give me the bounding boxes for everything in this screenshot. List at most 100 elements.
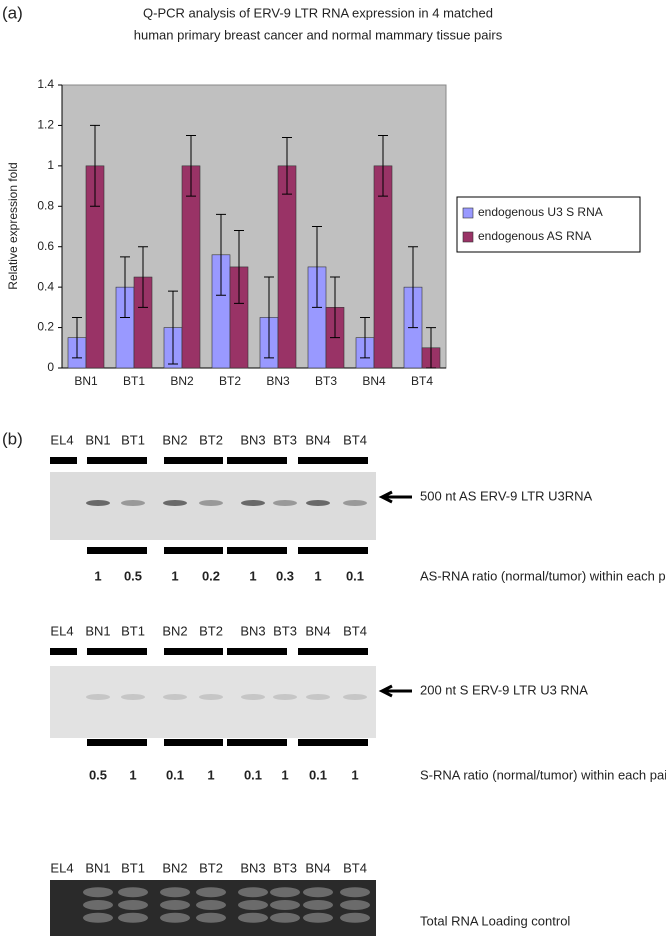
band-label: 200 nt S ERV-9 LTR U3 RNA	[420, 682, 588, 697]
band	[343, 500, 367, 506]
band	[270, 900, 300, 910]
panel-label: (b)	[2, 429, 23, 448]
band	[118, 900, 148, 910]
legend-swatch	[462, 207, 474, 219]
x-tick-label: BT3	[315, 374, 337, 388]
band	[160, 887, 190, 898]
lane-bar	[227, 547, 287, 554]
band	[83, 912, 113, 923]
legend-label: endogenous U3 S RNA	[478, 205, 603, 219]
band	[196, 900, 226, 910]
legend-box	[456, 196, 641, 253]
band	[196, 912, 226, 923]
y-tick-label: 0.8	[37, 198, 54, 212]
chart-title: Q-PCR analysis of ERV-9 LTR RNA expressi…	[143, 5, 493, 20]
lane-bar	[164, 648, 223, 655]
x-tick-label: BT4	[411, 374, 433, 388]
band	[160, 900, 190, 910]
lane-bar	[164, 739, 223, 746]
error-bar	[378, 135, 388, 197]
band	[273, 500, 297, 506]
lane-bar	[298, 547, 368, 554]
band	[83, 887, 113, 898]
band	[303, 900, 333, 910]
ratio-value: 1	[314, 568, 321, 583]
y-tick-label: 0	[47, 360, 54, 374]
x-tick-label: BN1	[74, 374, 98, 388]
band	[303, 912, 333, 923]
ratio-label: AS-RNA ratio (normal/tumor) within each …	[420, 568, 666, 583]
ratio-value: 1	[171, 568, 178, 583]
lane-label: BT1	[121, 623, 145, 638]
ratio-value: 0.1	[346, 568, 364, 583]
lane-label: EL4	[50, 860, 73, 875]
band	[241, 500, 265, 506]
lane-bar	[87, 739, 147, 746]
panel-label: (a)	[2, 3, 23, 22]
band	[270, 912, 300, 923]
band	[121, 500, 145, 506]
lane-bar	[164, 457, 223, 464]
error-bar	[72, 316, 82, 359]
band	[83, 900, 113, 910]
lane-label: EL4	[50, 432, 73, 447]
x-tick-label: BN2	[170, 374, 194, 388]
legend-label: endogenous AS RNA	[478, 229, 591, 243]
lane-label: BN2	[162, 860, 187, 875]
x-tick-label: BT1	[123, 374, 145, 388]
lane-label: BN2	[162, 432, 187, 447]
band	[241, 694, 265, 700]
lane-label: BT2	[199, 623, 223, 638]
lane-bar	[87, 648, 147, 655]
arrow	[378, 490, 412, 504]
y-tick-label: 1.2	[37, 118, 54, 132]
ratio-value: 0.1	[166, 767, 184, 782]
lane-bar	[298, 648, 368, 655]
lane-bar	[50, 648, 77, 655]
lane-label: BN3	[240, 860, 265, 875]
band	[238, 900, 268, 910]
ratio-value: 1	[281, 767, 288, 782]
band	[118, 887, 148, 898]
ratio-value: 1	[351, 767, 358, 782]
error-bar	[426, 327, 436, 369]
band	[196, 887, 226, 898]
y-tick-label: 1	[47, 158, 54, 172]
band	[273, 694, 297, 700]
lane-label: BT4	[343, 432, 367, 447]
lane-label: BT3	[273, 860, 297, 875]
ratio-value: 0.2	[202, 568, 220, 583]
error-bar	[186, 135, 196, 197]
error-bar	[168, 290, 178, 365]
band	[340, 912, 370, 923]
lane-label: EL4	[50, 623, 73, 638]
error-bar	[138, 246, 148, 308]
error-bar	[234, 230, 244, 304]
band	[199, 500, 223, 506]
lane-label: BN4	[305, 860, 330, 875]
lane-label: BN4	[305, 623, 330, 638]
band-label: 500 nt AS ERV-9 LTR U3RNA	[420, 488, 593, 503]
ratio-value: 0.1	[244, 767, 262, 782]
lane-label: BT2	[199, 860, 223, 875]
band	[306, 500, 330, 506]
band	[306, 694, 330, 700]
x-tick-label: BT2	[219, 374, 241, 388]
ratio-label: S-RNA ratio (normal/tumor) within each p…	[420, 767, 666, 782]
lane-label: BT3	[273, 432, 297, 447]
lane-label: BN1	[85, 432, 110, 447]
band-label: Total RNA Loading control	[420, 913, 570, 928]
band	[86, 694, 110, 700]
error-bar	[330, 276, 340, 339]
lane-label: BT3	[273, 623, 297, 638]
x-tick-label: BN3	[266, 374, 290, 388]
lane-bar	[87, 457, 147, 464]
ratio-value: 1	[94, 568, 101, 583]
ratio-value: 1	[249, 568, 256, 583]
lane-bar	[227, 739, 287, 746]
band	[121, 694, 145, 700]
lane-bar	[87, 547, 147, 554]
lane-bar	[164, 547, 223, 554]
